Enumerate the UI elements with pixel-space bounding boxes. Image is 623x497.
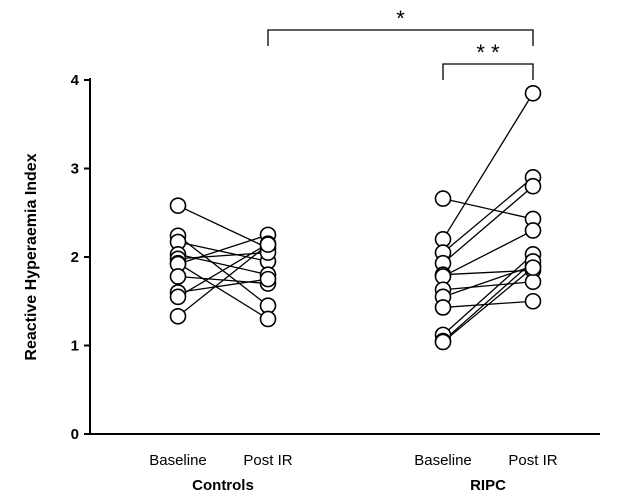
condition-label: Post IR <box>508 452 557 469</box>
significance-label: * <box>396 6 405 31</box>
data-point <box>169 268 187 285</box>
pair-line <box>442 253 534 336</box>
pair-line <box>177 251 269 260</box>
data-point <box>524 222 542 239</box>
data-point <box>169 307 187 325</box>
group-label: Controls <box>192 477 254 494</box>
data-point <box>434 333 452 351</box>
pair-line <box>177 262 269 320</box>
y-tick-label: 1 <box>71 338 79 355</box>
y-tick-label: 4 <box>71 72 80 89</box>
pair-line <box>442 197 534 220</box>
y-ticks: 0 1 2 3 4 <box>71 72 90 443</box>
pair-line <box>442 267 534 343</box>
pair-line <box>177 278 269 294</box>
pair-line <box>442 265 534 298</box>
condition-label: Baseline <box>414 452 472 469</box>
significance-brackets: * * * <box>267 6 534 80</box>
pair-lines <box>177 92 534 343</box>
pair-line <box>442 281 534 291</box>
pair-line <box>177 205 269 249</box>
data-point <box>259 236 277 253</box>
data-point <box>524 84 542 102</box>
data-point <box>524 273 542 291</box>
data-point <box>524 259 542 276</box>
data-point <box>259 270 277 288</box>
data-point <box>524 292 542 310</box>
significance-bracket <box>442 63 534 80</box>
pair-line <box>442 185 534 264</box>
pair-line <box>177 244 269 317</box>
y-axis-label: Reactive Hyperaemia Index <box>23 153 40 360</box>
condition-label: Baseline <box>149 452 207 469</box>
axes <box>89 78 600 435</box>
data-point <box>434 190 452 207</box>
pair-line <box>442 92 534 240</box>
pair-line <box>177 234 269 265</box>
data-points <box>169 84 542 351</box>
pair-line <box>442 229 534 278</box>
data-point <box>434 299 452 316</box>
pair-line <box>177 243 269 298</box>
data-point <box>169 197 187 214</box>
data-point <box>259 310 277 328</box>
pair-line <box>442 176 534 254</box>
significance-label: * * <box>476 40 500 65</box>
significance-bracket <box>267 29 534 46</box>
y-tick-label: 0 <box>71 426 79 443</box>
y-tick-label: 2 <box>71 249 79 266</box>
y-tick-label: 3 <box>71 161 79 178</box>
pair-line <box>442 260 534 342</box>
pair-line <box>177 241 269 263</box>
data-point <box>169 288 187 306</box>
condition-label: Post IR <box>243 452 292 469</box>
data-point <box>524 177 542 195</box>
group-label: RIPC <box>470 477 506 494</box>
